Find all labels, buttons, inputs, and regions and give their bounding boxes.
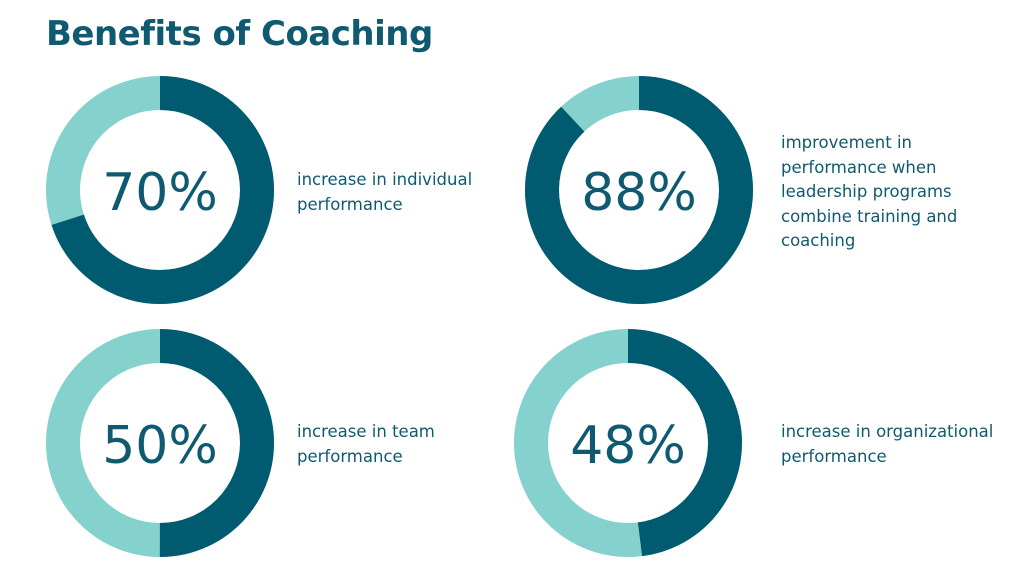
description-line: increase in organizational: [781, 422, 994, 441]
donut-chart-1: 70%: [42, 72, 278, 308]
description-line: increase in team: [297, 422, 435, 441]
donut-value-segment: [46, 329, 274, 557]
donut-value-segment: [46, 76, 274, 304]
description-3: increase in team performance: [297, 420, 435, 469]
description-2: improvement in performance when leadersh…: [781, 131, 957, 254]
donut-center-label: 88%: [581, 163, 697, 223]
description-line: improvement in: [781, 133, 913, 152]
description-line: performance: [297, 446, 403, 466]
description-line: coaching: [781, 231, 856, 250]
donut-chart-3: 50%: [42, 325, 278, 561]
page-title: Benefits of Coaching: [46, 14, 433, 54]
donut-svg-3: 50%: [46, 329, 274, 557]
donut-center-label: 48%: [570, 416, 686, 476]
donut-value-segment: [514, 329, 742, 557]
description-line: performance when: [781, 157, 937, 177]
description-line: leadership programs: [781, 182, 952, 201]
description-line: increase in individual: [297, 170, 473, 189]
description-line: performance: [781, 446, 887, 466]
description-line: combine training and: [781, 206, 958, 226]
description-4: increase in organizational performance: [781, 420, 993, 469]
description-line: performance: [297, 194, 403, 214]
donut-value-segment: [525, 76, 753, 304]
donut-chart-4: 48%: [510, 325, 746, 561]
donut-svg-4: 48%: [514, 329, 742, 557]
donut-svg-2: 88%: [525, 76, 753, 304]
donut-svg-1: 70%: [46, 76, 274, 304]
donut-center-label: 70%: [102, 163, 218, 223]
donut-center-label: 50%: [102, 416, 218, 476]
description-1: increase in individual performance: [297, 168, 472, 217]
donut-chart-2: 88%: [521, 72, 757, 308]
